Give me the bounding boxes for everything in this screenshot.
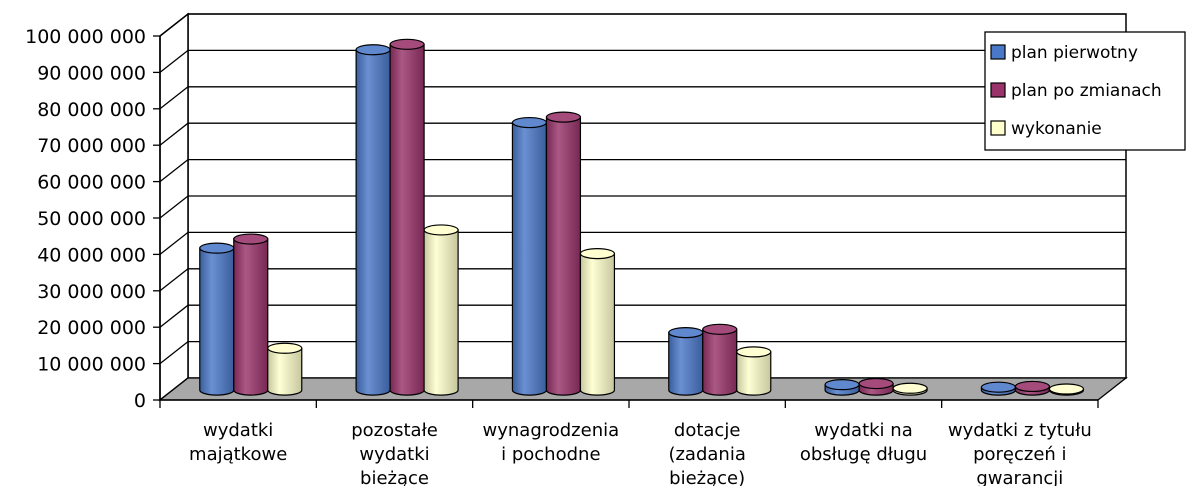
gridline xyxy=(159,158,1126,183)
y-tick-label: 20 000 000 xyxy=(37,317,146,339)
bar-top xyxy=(355,44,391,56)
x-category-label: wydatki z tytułu poręczeń i gwarancji xyxy=(948,420,1092,486)
bar-top xyxy=(824,379,860,391)
bar-body xyxy=(511,121,548,396)
bar xyxy=(1048,383,1085,396)
gridline xyxy=(159,231,1126,255)
bar xyxy=(579,248,616,396)
bar-top xyxy=(892,382,928,394)
bar-top xyxy=(1014,380,1051,393)
bar-top xyxy=(1048,383,1085,395)
gridline xyxy=(159,304,1126,328)
legend-item: plan po zmianach xyxy=(990,81,1162,101)
bar-top xyxy=(199,242,235,254)
bar-top xyxy=(736,346,772,358)
bar xyxy=(736,346,772,396)
bar-top xyxy=(423,224,459,236)
bar-body xyxy=(545,116,582,396)
gridline xyxy=(159,122,1126,146)
bar-body xyxy=(389,43,425,396)
bar xyxy=(668,326,704,396)
bar xyxy=(423,224,459,396)
legend-item: wykonanie xyxy=(990,119,1102,139)
x-category-label: wydatki na obsługę długu xyxy=(800,420,927,465)
bar xyxy=(858,377,894,396)
bar-body xyxy=(267,347,303,396)
axes xyxy=(153,35,1099,408)
gridline xyxy=(159,49,1126,73)
legend-box xyxy=(984,31,1186,151)
legend-label: wykonanie xyxy=(1011,119,1102,139)
y-tick-label: 90 000 000 xyxy=(37,62,146,84)
gridline xyxy=(159,268,1126,292)
y-tick-label: 100 000 000 xyxy=(25,26,146,48)
x-category-label: wynagrodzenia i pochodne xyxy=(483,420,620,465)
bar-top xyxy=(389,38,425,50)
bar-top xyxy=(267,342,303,354)
bar-top xyxy=(980,381,1017,393)
y-tick-label: 30 000 000 xyxy=(37,281,146,303)
y-tick-label: 10 000 000 xyxy=(37,354,146,376)
y-tick-label: 70 000 000 xyxy=(37,135,146,157)
bar xyxy=(702,323,738,396)
bar xyxy=(824,379,860,396)
bar-top xyxy=(702,323,738,335)
legend-swatch xyxy=(990,44,1006,60)
bars xyxy=(199,38,1085,396)
gridline xyxy=(159,86,1126,110)
bar xyxy=(389,38,425,396)
bar xyxy=(545,111,582,396)
bar-top xyxy=(545,111,582,123)
legend-label: plan po zmianach xyxy=(1011,81,1162,101)
legend-swatch xyxy=(990,82,1006,98)
gridline xyxy=(159,13,1126,37)
bar-top xyxy=(233,233,269,245)
y-tick-label: 60 000 000 xyxy=(37,172,146,194)
bar-body xyxy=(199,247,235,396)
bar-body xyxy=(355,49,391,396)
x-category-label: dotacje (zadania bieżące) xyxy=(668,420,745,486)
legend-swatch xyxy=(990,120,1006,136)
gridlines xyxy=(159,13,1126,365)
legend-label: plan pierwotny xyxy=(1011,43,1138,63)
bar-body xyxy=(668,331,704,396)
bar xyxy=(267,342,303,396)
x-category-labels: wydatki majątkowe pozostałe wydatki bieżące w… xyxy=(189,420,1092,486)
bar-body xyxy=(736,351,772,396)
gridline xyxy=(159,340,1126,365)
bar-top xyxy=(858,377,894,390)
bar-top xyxy=(579,248,616,260)
legend-item: plan pierwotny xyxy=(990,43,1138,63)
bar-top xyxy=(511,116,548,129)
x-category-label: pozostałe wydatki bieżące xyxy=(351,420,438,486)
bar xyxy=(980,381,1017,396)
bar xyxy=(199,242,235,396)
y-tick-label: 40 000 000 xyxy=(37,244,146,266)
gridline xyxy=(159,195,1126,219)
bar xyxy=(233,233,269,396)
x-category-label: wydatki majątkowe xyxy=(189,420,287,465)
bar-body xyxy=(579,253,616,396)
bar-top xyxy=(668,326,704,339)
bar-body xyxy=(423,229,459,396)
bar xyxy=(511,116,548,396)
bar xyxy=(1014,380,1051,396)
bar-body xyxy=(702,328,738,396)
bar xyxy=(892,382,928,396)
bar-body xyxy=(233,238,269,396)
y-tick-label: 0 xyxy=(134,390,146,412)
y-tick-label: 80 000 000 xyxy=(37,99,146,121)
y-tick-labels: 0 10 000 000 20 000 000 30 000 000 40 000 00… xyxy=(25,26,146,412)
legend: plan pierwotny plan po zmianach wykonanie xyxy=(984,31,1186,151)
bar xyxy=(355,44,391,396)
y-tick-label: 50 000 000 xyxy=(37,208,146,230)
